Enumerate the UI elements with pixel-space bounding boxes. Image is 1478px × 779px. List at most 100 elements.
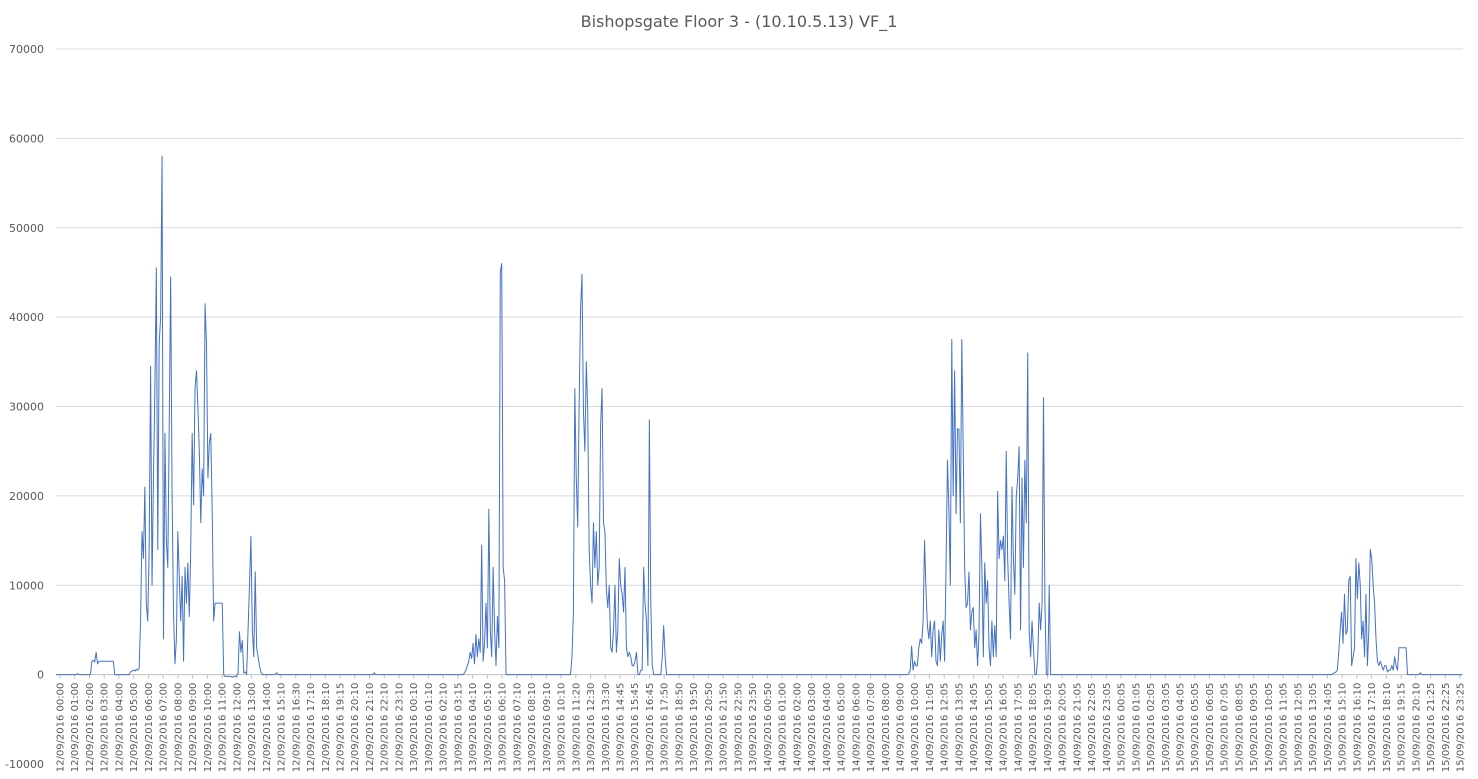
x-tick-label: 14/09/2016 06:00 bbox=[851, 683, 862, 773]
x-tick-label: 12/09/2016 07:00 bbox=[159, 683, 170, 773]
x-tick-label: 15/09/2016 09:05 bbox=[1249, 683, 1260, 773]
x-tick-label: 14/09/2016 05:00 bbox=[837, 683, 848, 773]
x-tick-label: 14/09/2016 08:00 bbox=[881, 683, 892, 773]
y-tick-label: -10000 bbox=[5, 758, 44, 771]
x-tick-label: 13/09/2016 13:30 bbox=[601, 683, 612, 773]
x-tick-label: 12/09/2016 21:10 bbox=[365, 683, 376, 773]
x-tick-label: 13/09/2016 01:10 bbox=[424, 683, 435, 773]
x-tick-label: 13/09/2016 23:50 bbox=[748, 683, 759, 773]
x-tick-label: 12/09/2016 20:10 bbox=[350, 683, 361, 773]
chart-title: Bishopsgate Floor 3 - (10.10.5.13) VF_1 bbox=[580, 12, 898, 31]
x-tick-label: 14/09/2016 17:05 bbox=[1013, 683, 1024, 773]
x-tick-label: 13/09/2016 05:10 bbox=[483, 683, 494, 773]
x-tick-label: 13/09/2016 07:10 bbox=[512, 683, 523, 773]
x-tick-label: 15/09/2016 01:05 bbox=[1131, 683, 1142, 773]
x-tick-label: 15/09/2016 20:10 bbox=[1411, 683, 1422, 773]
x-tick-label: 14/09/2016 19:05 bbox=[1043, 683, 1054, 773]
x-tick-label: 15/09/2016 22:25 bbox=[1441, 683, 1452, 773]
x-tick-label: 15/09/2016 15:10 bbox=[1338, 683, 1349, 773]
y-tick-label: 60000 bbox=[9, 132, 44, 145]
x-tick-label: 15/09/2016 11:05 bbox=[1279, 683, 1290, 773]
x-tick-label: 15/09/2016 17:10 bbox=[1367, 683, 1378, 773]
x-tick-label: 14/09/2016 16:05 bbox=[999, 683, 1010, 773]
x-tick-label: 15/09/2016 02:05 bbox=[1146, 683, 1157, 773]
x-tick-label: 15/09/2016 08:05 bbox=[1234, 683, 1245, 773]
x-tick-label: 13/09/2016 06:10 bbox=[498, 683, 509, 773]
x-tick-label: 12/09/2016 08:00 bbox=[173, 683, 184, 773]
x-tick-label: 13/09/2016 17:50 bbox=[660, 683, 671, 773]
x-tick-label: 15/09/2016 21:25 bbox=[1426, 683, 1437, 773]
x-tick-label: 12/09/2016 03:00 bbox=[100, 683, 111, 773]
x-tick-label: 12/09/2016 11:00 bbox=[218, 683, 229, 773]
x-tick-label: 13/09/2016 02:10 bbox=[439, 683, 450, 773]
x-tick-label: 14/09/2016 12:05 bbox=[940, 683, 951, 773]
x-tick-label: 15/09/2016 19:15 bbox=[1397, 683, 1408, 773]
x-tick-label: 14/09/2016 18:05 bbox=[1028, 683, 1039, 773]
x-tick-label: 12/09/2016 19:15 bbox=[336, 683, 347, 773]
x-tick-label: 14/09/2016 09:00 bbox=[896, 683, 907, 773]
x-tick-label: 14/09/2016 20:05 bbox=[1058, 683, 1069, 773]
x-tick-label: 15/09/2016 06:05 bbox=[1205, 683, 1216, 773]
x-tick-label: 13/09/2016 11:20 bbox=[571, 683, 582, 773]
x-tick-label: 13/09/2016 19:50 bbox=[689, 683, 700, 773]
x-tick-label: 15/09/2016 10:05 bbox=[1264, 683, 1275, 773]
y-axis-tick-labels: -10000 0 10000 20000 30000 40000 50000 60000 700… bbox=[5, 43, 44, 771]
x-tick-label: 14/09/2016 22:05 bbox=[1087, 683, 1098, 773]
x-tick-label: 15/09/2016 00:05 bbox=[1117, 683, 1128, 773]
x-tick-label: 13/09/2016 03:15 bbox=[453, 683, 464, 773]
x-axis-tick-labels: 12/09/2016 00:00 12/09/2016 01:00 12/09/20… bbox=[56, 674, 1467, 773]
x-tick-label: 12/09/2016 13:00 bbox=[247, 683, 258, 773]
y-tick-label: 70000 bbox=[9, 43, 44, 56]
x-tick-label: 12/09/2016 18:10 bbox=[321, 683, 332, 773]
x-tick-label: 12/09/2016 01:00 bbox=[70, 683, 81, 773]
x-tick-label: 14/09/2016 15:05 bbox=[984, 683, 995, 773]
x-tick-label: 15/09/2016 03:05 bbox=[1161, 683, 1172, 773]
y-tick-label: 10000 bbox=[9, 579, 44, 592]
x-tick-label: 14/09/2016 21:05 bbox=[1072, 683, 1083, 773]
y-tick-label: 40000 bbox=[9, 311, 44, 324]
x-tick-label: 12/09/2016 17:10 bbox=[306, 683, 317, 773]
y-tick-label: 50000 bbox=[9, 222, 44, 235]
x-tick-label: 12/09/2016 00:00 bbox=[56, 683, 67, 773]
x-tick-label: 15/09/2016 14:05 bbox=[1323, 683, 1334, 773]
x-tick-label: 12/09/2016 12:00 bbox=[232, 683, 243, 773]
x-tick-label: 14/09/2016 10:00 bbox=[910, 683, 921, 773]
x-tick-label: 13/09/2016 18:50 bbox=[674, 683, 685, 773]
x-tick-label: 12/09/2016 23:10 bbox=[394, 683, 405, 773]
x-tick-label: 15/09/2016 05:05 bbox=[1190, 683, 1201, 773]
x-tick-label: 13/09/2016 16:45 bbox=[645, 683, 656, 773]
y-tick-label: 0 bbox=[37, 669, 44, 682]
x-tick-label: 14/09/2016 14:05 bbox=[969, 683, 980, 773]
x-tick-label: 15/09/2016 18:10 bbox=[1382, 683, 1393, 773]
x-tick-label: 15/09/2016 13:05 bbox=[1308, 683, 1319, 773]
x-tick-label: 14/09/2016 00:50 bbox=[763, 683, 774, 773]
x-tick-label: 15/09/2016 07:05 bbox=[1220, 683, 1231, 773]
x-tick-label: 12/09/2016 06:00 bbox=[144, 683, 155, 773]
x-tick-label: 15/09/2016 04:05 bbox=[1176, 683, 1187, 773]
x-tick-label: 13/09/2016 21:50 bbox=[719, 683, 730, 773]
x-tick-label: 12/09/2016 22:10 bbox=[380, 683, 391, 773]
x-tick-label: 13/09/2016 00:10 bbox=[409, 683, 420, 773]
x-tick-label: 15/09/2016 12:05 bbox=[1293, 683, 1304, 773]
series-line-0 bbox=[56, 155, 1462, 678]
x-tick-label: 14/09/2016 23:05 bbox=[1102, 683, 1113, 773]
x-tick-label: 12/09/2016 10:00 bbox=[203, 683, 214, 773]
y-tick-label: 20000 bbox=[9, 490, 44, 503]
y-tick-label: 30000 bbox=[9, 401, 44, 414]
x-tick-label: 14/09/2016 04:00 bbox=[822, 683, 833, 773]
x-tick-label: 13/09/2016 10:10 bbox=[557, 683, 568, 773]
x-tick-label: 13/09/2016 14:45 bbox=[616, 683, 627, 773]
x-tick-label: 12/09/2016 04:00 bbox=[114, 683, 125, 773]
x-tick-label: 13/09/2016 12:30 bbox=[586, 683, 597, 773]
x-tick-label: 15/09/2016 16:10 bbox=[1352, 683, 1363, 773]
x-tick-label: 12/09/2016 02:00 bbox=[85, 683, 96, 773]
x-tick-label: 14/09/2016 01:00 bbox=[778, 683, 789, 773]
x-tick-label: 13/09/2016 09:10 bbox=[542, 683, 553, 773]
x-tick-label: 12/09/2016 09:00 bbox=[188, 683, 199, 773]
x-tick-label: 12/09/2016 15:10 bbox=[277, 683, 288, 773]
x-tick-label: 14/09/2016 11:05 bbox=[925, 683, 936, 773]
x-tick-label: 12/09/2016 05:00 bbox=[129, 683, 140, 773]
x-tick-label: 13/09/2016 08:10 bbox=[527, 683, 538, 773]
x-tick-label: 13/09/2016 20:50 bbox=[704, 683, 715, 773]
